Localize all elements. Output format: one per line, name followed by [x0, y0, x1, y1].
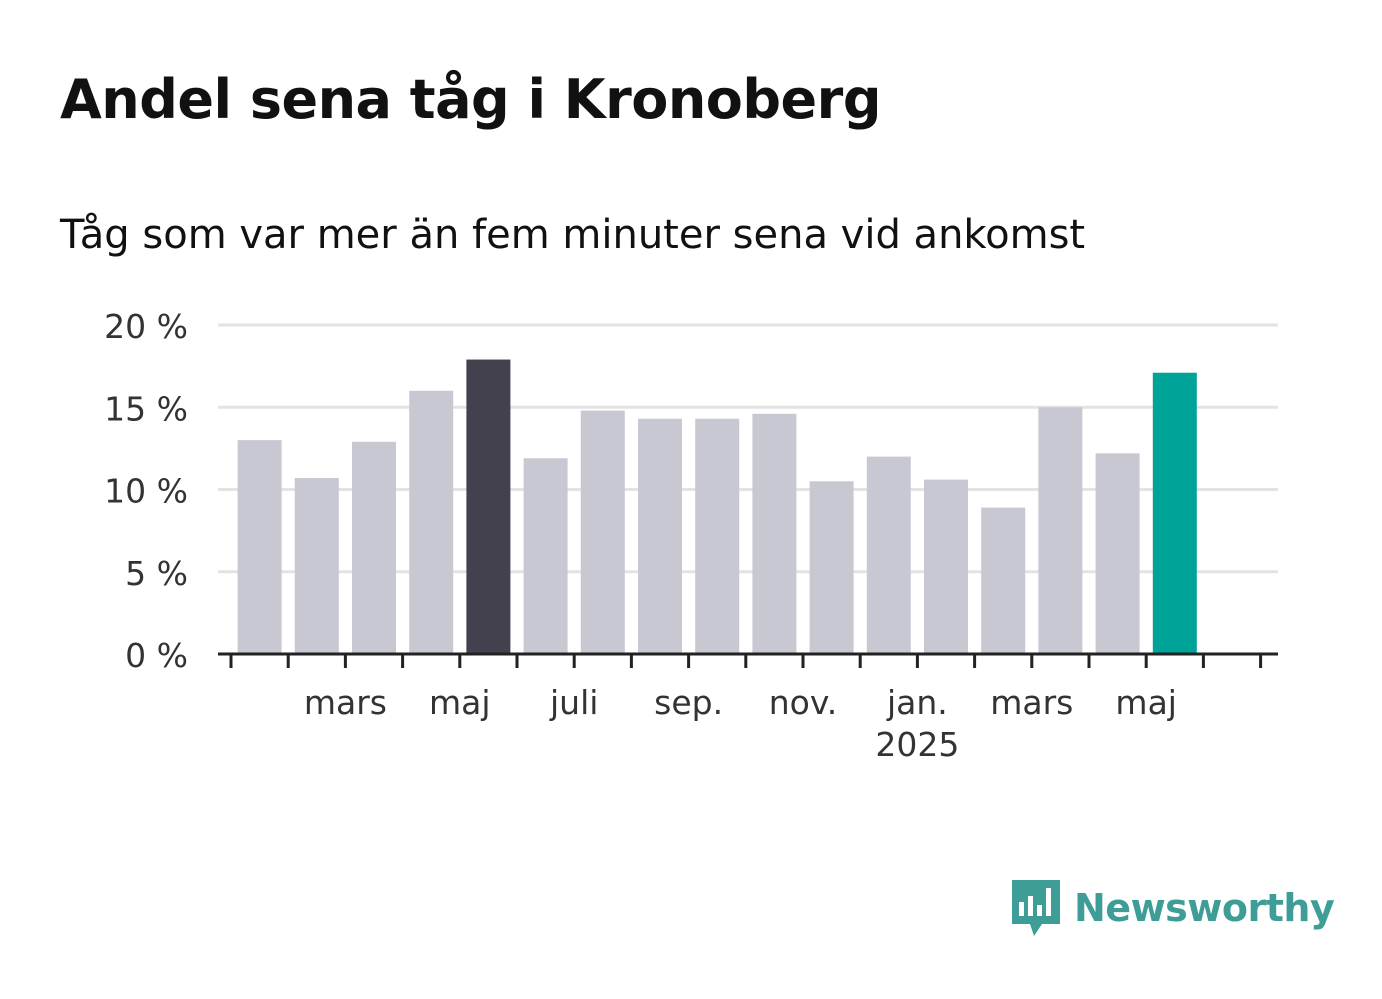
y-tick-label: 5 % — [125, 554, 188, 593]
x-tick-label: jan. — [886, 683, 948, 722]
chart-title: Andel sena tåg i Kronoberg — [60, 68, 881, 131]
bar — [466, 359, 511, 654]
x-tick-label: sep. — [654, 683, 723, 722]
bar — [752, 413, 797, 654]
bar — [924, 479, 968, 654]
y-tick-label: 20 % — [104, 307, 188, 346]
x-tick-label: mars — [990, 683, 1073, 722]
x-tick-label: maj — [429, 683, 491, 722]
bar — [294, 477, 339, 654]
x-tick-sublabel: 2025 — [875, 725, 959, 764]
bar — [981, 507, 1026, 654]
x-tick-label: nov. — [769, 683, 838, 722]
newsworthy-logo-icon — [1012, 880, 1060, 936]
y-tick-label: 10 % — [104, 472, 188, 511]
y-tick-label: 0 % — [125, 636, 188, 675]
bar — [638, 418, 682, 654]
x-tick-label: juli — [549, 683, 598, 722]
bar — [1095, 453, 1140, 654]
bar — [352, 441, 396, 654]
bar — [866, 456, 911, 654]
x-tick-label: mars — [304, 683, 387, 722]
brand-name: Newsworthy — [1074, 886, 1335, 930]
bar — [1152, 372, 1197, 654]
bar — [809, 481, 854, 654]
chart-subtitle: Tåg som var mer än fem minuter sena vid … — [60, 212, 1086, 258]
x-tick-label: maj — [1115, 683, 1177, 722]
bar — [237, 440, 282, 654]
bar — [1038, 407, 1083, 654]
bar — [580, 410, 625, 654]
y-tick-label: 15 % — [104, 389, 188, 428]
bar — [523, 458, 568, 654]
bar — [695, 418, 740, 654]
bar — [409, 390, 454, 654]
newsworthy-brand: Newsworthy — [1010, 878, 1335, 938]
